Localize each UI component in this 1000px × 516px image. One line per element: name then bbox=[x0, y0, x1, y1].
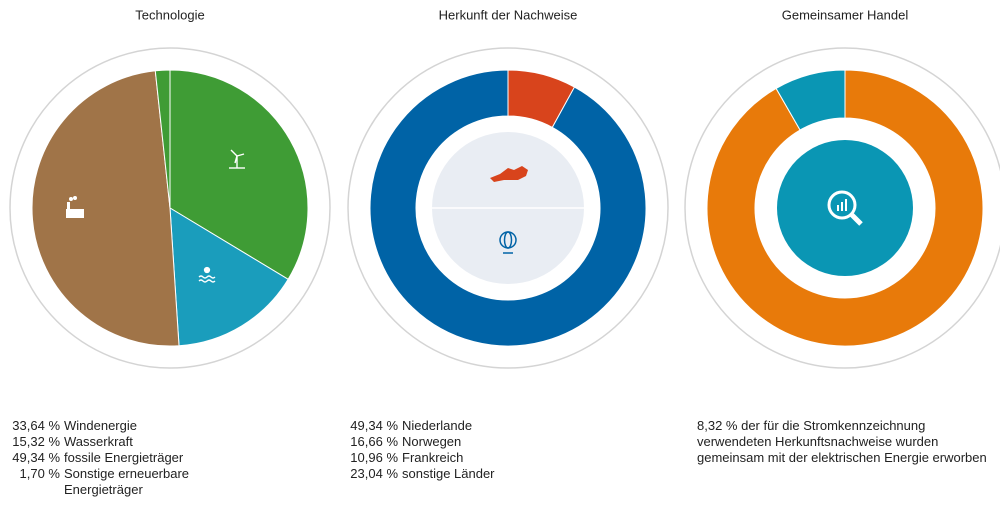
legend-label: Windenergie bbox=[64, 418, 137, 433]
marks bbox=[9, 47, 1000, 369]
legend-entry: 49,34 % Niederlande bbox=[338, 418, 572, 434]
legend: 33,64 % Windenergie 15,32 % Wasserkraft 49,3… bbox=[0, 418, 224, 498]
legend-value: 10,96 % bbox=[350, 450, 398, 465]
legend-value: 1,70 % bbox=[19, 466, 60, 481]
legend: 49,34 % Niederlande 16,66 % Norwegen 10,96 %… bbox=[338, 418, 572, 482]
legend-label: Wasserkraft bbox=[64, 434, 133, 449]
legend-label: Norwegen bbox=[402, 434, 462, 449]
globe-meridian bbox=[503, 231, 513, 249]
wind-icon bbox=[229, 149, 245, 169]
legend-label: Frankreich bbox=[402, 450, 464, 465]
legend-entry: 23,04 % sonstige Länder bbox=[338, 466, 572, 482]
factory-icon bbox=[66, 196, 84, 218]
legend-entry: 49,34 % fossile Energieträger bbox=[0, 450, 224, 466]
legend-value: 33,64 % bbox=[12, 418, 60, 433]
pie-slice bbox=[31, 70, 180, 347]
handle bbox=[850, 213, 863, 226]
legend-label: Niederlande bbox=[402, 418, 473, 433]
icons bbox=[66, 149, 245, 283]
outer-ring bbox=[347, 47, 669, 369]
legend-value: 23,04 % bbox=[350, 466, 398, 481]
legend-label: sonstige Länder bbox=[402, 466, 495, 481]
legend-entry: 33,64 % Windenergie bbox=[0, 418, 224, 434]
donut-slice bbox=[369, 69, 647, 347]
chart-title: Herkunft der Nachweise bbox=[439, 7, 578, 22]
outer-ring bbox=[684, 47, 1000, 369]
legend-value: 49,34 % bbox=[350, 418, 398, 433]
pie-slice bbox=[169, 69, 309, 280]
legend-entry: 10,96 % Frankreich bbox=[338, 450, 572, 466]
legend-entry: 15,32 % Wasserkraft bbox=[0, 434, 224, 450]
legend-entry: 1,70 % Sonstige erneuerbare Energieträger bbox=[0, 466, 224, 498]
pie-slice bbox=[169, 207, 289, 347]
chart-title: Technologie bbox=[135, 7, 204, 22]
austria-icon bbox=[490, 166, 528, 182]
donut-slice bbox=[775, 69, 846, 131]
globe-icon bbox=[499, 231, 517, 254]
legend-label: Sonstige erneuerbare Energieträger bbox=[64, 466, 190, 497]
search-icon bbox=[827, 190, 863, 226]
pie-slice bbox=[154, 69, 171, 209]
outer-ring bbox=[9, 47, 331, 369]
description: 8,32 % der für die Stromkennzeichnung ve… bbox=[697, 418, 987, 465]
legend-value: 49,34 % bbox=[12, 450, 60, 465]
legend-value: 15,32 % bbox=[12, 434, 60, 449]
legend-value: 16,66 % bbox=[350, 434, 398, 449]
water-icon bbox=[198, 266, 216, 283]
donut-slice bbox=[706, 69, 984, 347]
lens bbox=[827, 190, 857, 220]
chart-title: Gemeinsamer Handel bbox=[782, 7, 909, 22]
legend-entry: 16,66 % Norwegen bbox=[338, 434, 572, 450]
legend-label: fossile Energieträger bbox=[64, 450, 184, 465]
